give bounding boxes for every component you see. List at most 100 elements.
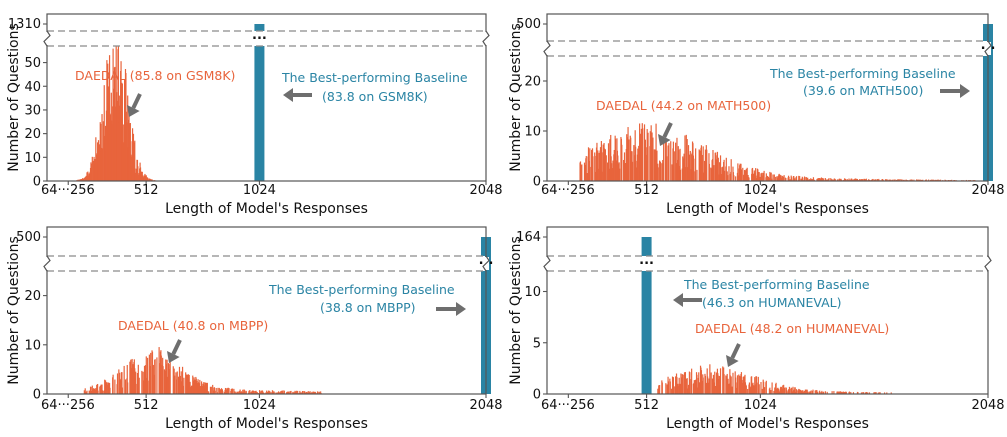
daedal-bar	[811, 179, 814, 181]
daedal-bar	[657, 388, 659, 394]
daedal-bar	[709, 364, 711, 394]
daedal-bar	[722, 366, 724, 394]
daedal-bar	[127, 382, 129, 394]
daedal-bar	[635, 160, 637, 181]
baseline-annotation: The Best-performing Baseline	[683, 277, 870, 292]
daedal-bar	[767, 176, 769, 181]
daedal-bar	[792, 386, 794, 394]
daedal-bar	[872, 178, 874, 181]
daedal-bar	[272, 390, 274, 394]
arrow-icon	[283, 88, 312, 102]
daedal-bar	[654, 149, 656, 181]
daedal-bar	[849, 179, 851, 181]
daedal-bar	[837, 391, 839, 394]
daedal-bar	[623, 152, 626, 181]
daedal-bar	[875, 179, 877, 181]
daedal-bar	[301, 390, 304, 394]
daedal-bar	[312, 391, 315, 394]
daedal-bar	[899, 179, 901, 181]
daedal-bar	[650, 125, 652, 181]
daedal-bar	[579, 161, 582, 181]
daedal-bar	[732, 372, 734, 394]
daedal-bar	[703, 160, 706, 181]
daedal-bar	[601, 171, 603, 181]
daedal-bar	[805, 177, 807, 181]
daedal-bar	[137, 166, 139, 181]
arrow-icon	[166, 339, 182, 363]
daedal-bar	[281, 391, 283, 394]
daedal-bar	[769, 173, 771, 181]
y-tick-label: 0	[33, 388, 41, 403]
daedal-bar	[210, 386, 212, 394]
axis-break-icon	[543, 255, 551, 272]
daedal-bar	[663, 137, 665, 181]
daedal-bar	[857, 392, 859, 394]
daedal-bar	[151, 179, 153, 181]
daedal-bar	[295, 391, 297, 394]
y-tick-label: 10	[524, 285, 541, 300]
daedal-bar	[121, 372, 123, 394]
daedal-bar	[708, 163, 711, 181]
y-tick-label: 5	[533, 336, 541, 351]
daedal-bar	[256, 392, 258, 394]
daedal-bar	[939, 179, 942, 181]
daedal-bar	[607, 162, 609, 181]
daedal-bar	[129, 123, 131, 181]
daedal-bar	[213, 387, 216, 394]
daedal-bar	[200, 386, 202, 394]
daedal-bar	[684, 372, 687, 394]
daedal-bar	[925, 179, 927, 181]
y-tick-label: 20	[24, 289, 41, 304]
daedal-bar	[823, 391, 825, 394]
x-tick-label: 512	[634, 183, 659, 198]
chart-panel-4: ··· 0 5 10 164 64···256 512 1024 2048 Length of M…	[508, 226, 1005, 432]
x-tick-label: 1024	[243, 398, 276, 413]
daedal-bar	[657, 167, 659, 181]
daedal-bar	[671, 388, 673, 394]
daedal-bar	[222, 391, 224, 394]
daedal-bar	[134, 140, 136, 181]
daedal-bar	[712, 374, 715, 394]
daedal-bar	[665, 383, 667, 394]
daedal-bar	[795, 176, 798, 181]
daedal-bar	[719, 155, 722, 181]
daedal-bar	[884, 179, 887, 181]
daedal-bar	[868, 179, 871, 181]
daedal-bar	[656, 150, 658, 181]
daedal-bar	[735, 176, 737, 181]
daedal-bar	[659, 160, 661, 181]
daedal-bar	[802, 177, 804, 181]
daedal-bar	[767, 176, 770, 181]
daedal-bar	[97, 390, 99, 394]
daedal-bar	[696, 374, 698, 394]
daedal-bar	[678, 149, 680, 181]
daedal-bar	[717, 157, 719, 181]
daedal-bar	[188, 374, 190, 394]
daedal-bar	[695, 379, 697, 394]
daedal-bar	[191, 385, 193, 394]
daedal-bar	[719, 368, 722, 394]
baseline-annotation: (83.8 on GSM8K)	[322, 89, 428, 104]
daedal-bar	[765, 173, 767, 181]
daedal-bar	[800, 178, 803, 181]
daedal-bar	[716, 151, 719, 181]
daedal-bar	[791, 177, 793, 181]
daedal-annotation: DAEDAL (40.8 on MBPP)	[118, 318, 268, 333]
daedal-bar	[669, 381, 671, 394]
daedal-bar	[101, 384, 103, 394]
x-tick-label: 64···256	[541, 398, 595, 413]
daedal-bar	[604, 149, 606, 181]
daedal-bar	[819, 390, 821, 394]
daedal-bar	[791, 179, 793, 181]
daedal-bar	[317, 391, 319, 394]
daedal-bar	[825, 179, 827, 181]
daedal-bar	[320, 391, 322, 394]
axis-break-gap	[48, 256, 485, 271]
axis-break-gap	[548, 256, 987, 271]
daedal-bar	[685, 378, 687, 394]
daedal-bar	[684, 167, 687, 181]
daedal-bar	[770, 390, 772, 394]
daedal-bar	[789, 388, 791, 394]
